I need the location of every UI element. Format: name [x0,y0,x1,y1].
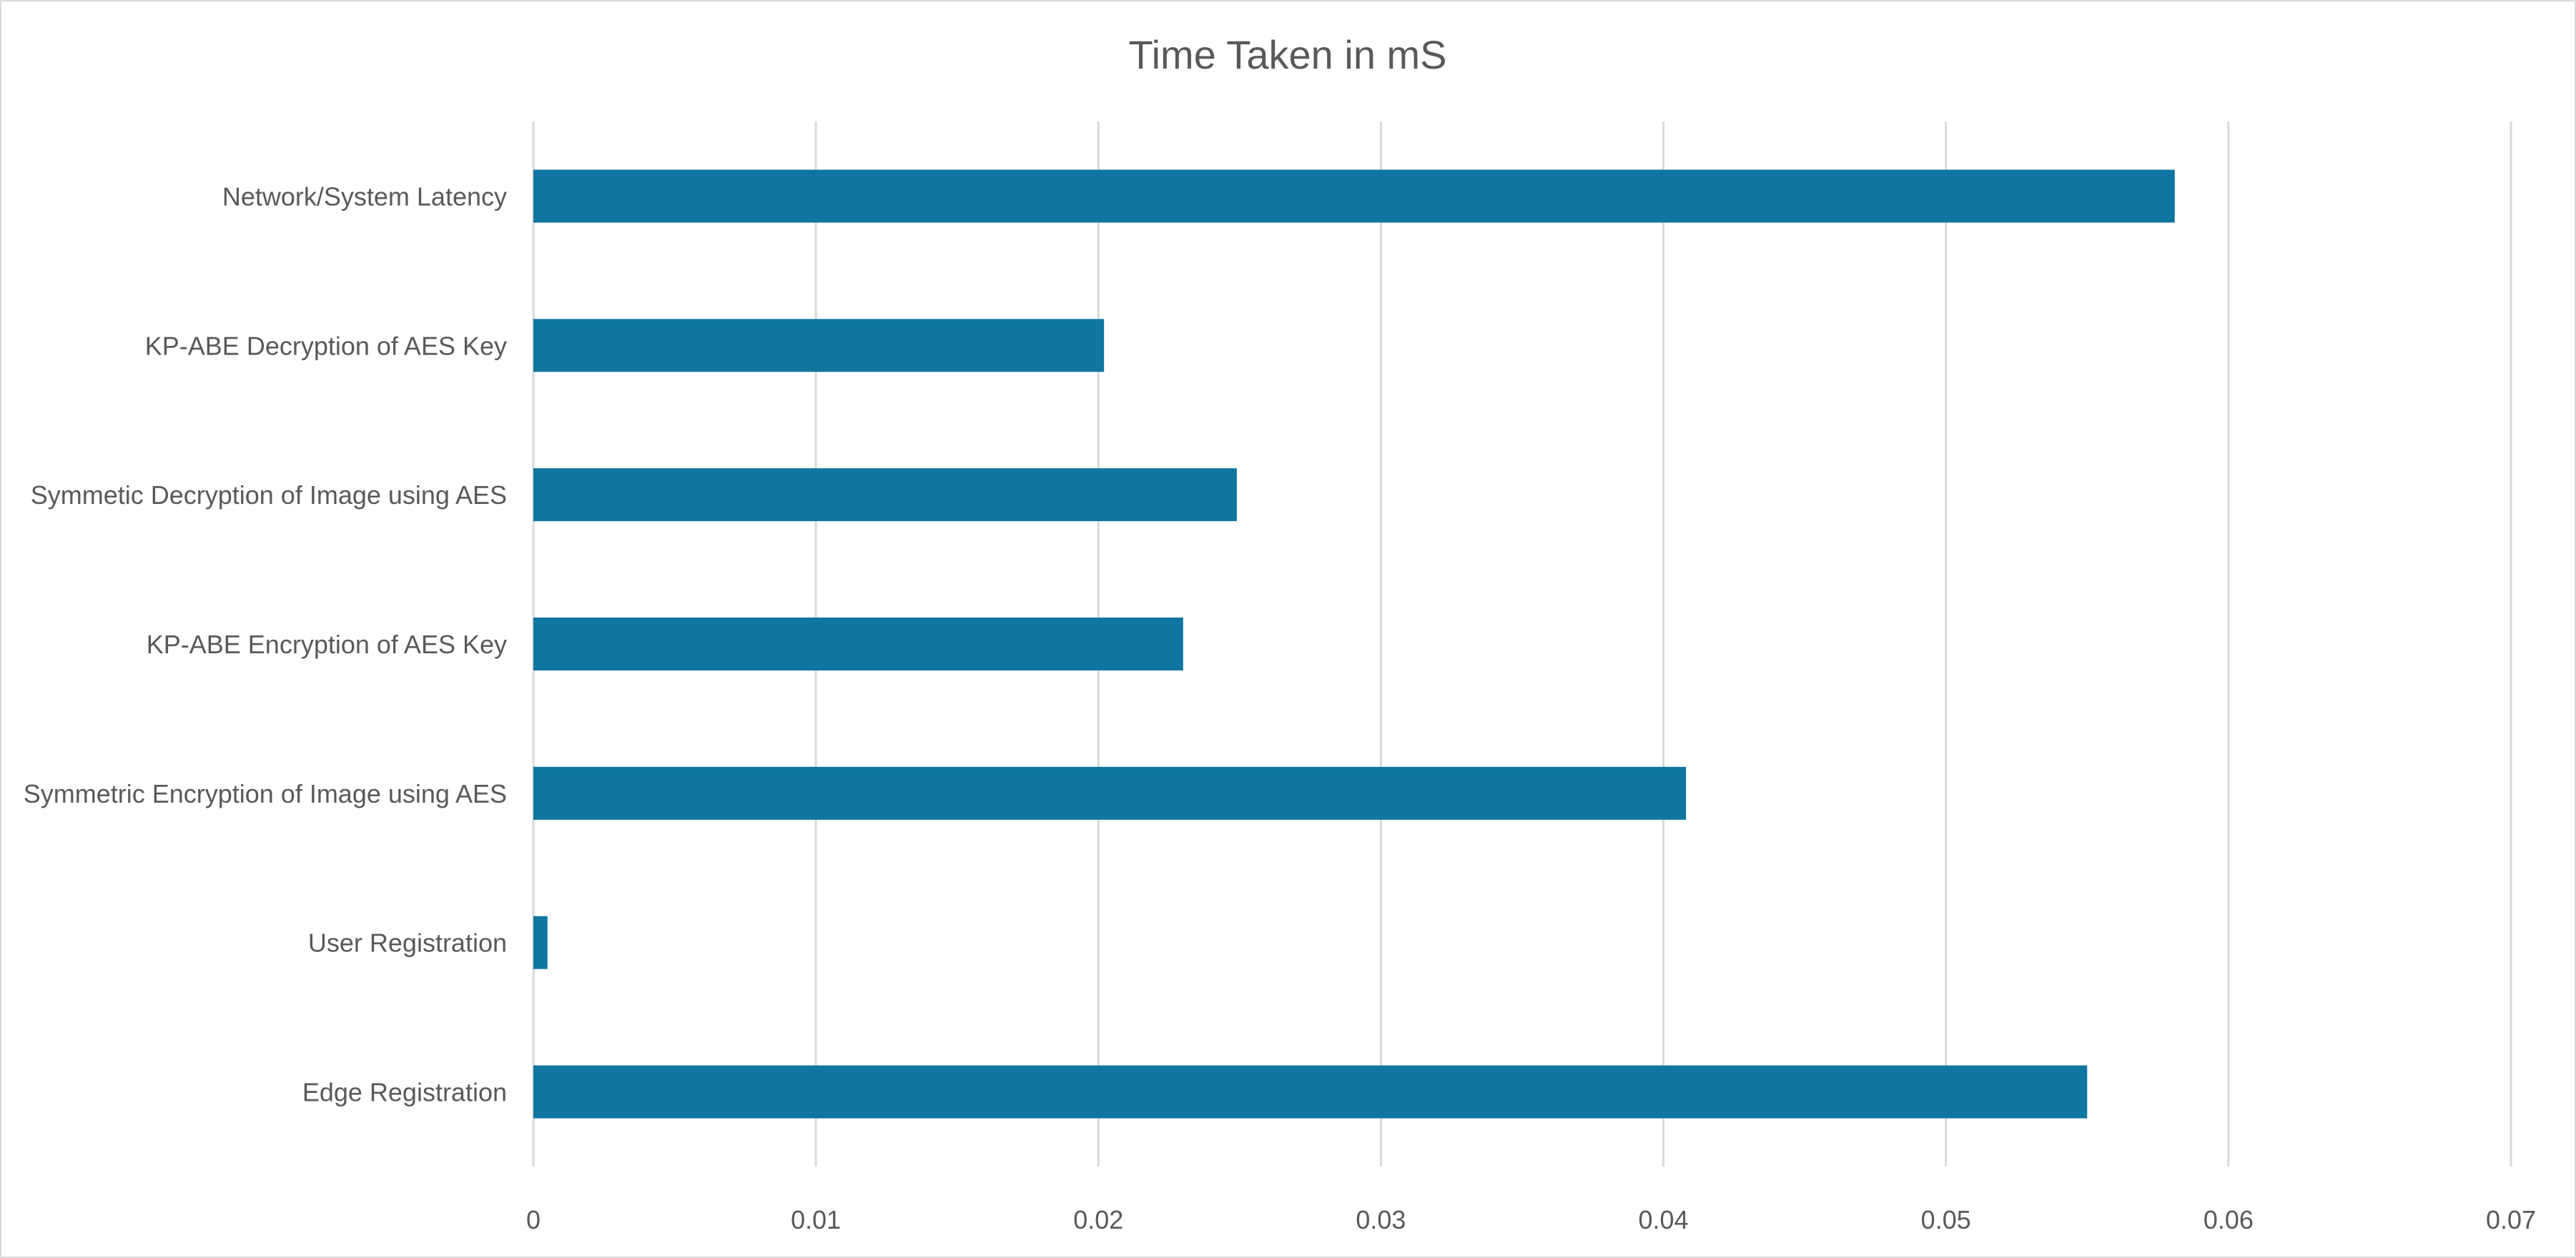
category-label: Symmetric Encryption of Image using AES [24,779,507,808]
bar [533,916,548,969]
bar [533,766,1687,820]
x-tick-label: 0.02 [1073,1205,1123,1234]
bar [533,468,1237,522]
category-label: Network/System Latency [222,182,507,211]
x-tick-label: 0.06 [2204,1205,2254,1234]
category-label: KP-ABE Encryption of AES Key [147,630,507,659]
x-tick-label: 0.01 [791,1205,841,1234]
category-label: KP-ABE Decryption of AES Key [145,331,507,360]
category-label: User Registration [308,928,507,958]
bar [533,319,1105,372]
category-label: Edge Registration [302,1078,507,1107]
x-axis-tick-labels: 0 0.01 0.02 0.03 0.04 0.05 0.06 0.07 [526,1205,2536,1234]
bar [533,169,2175,223]
gridlines [532,122,2512,1167]
chart-title: Time Taken in mS [1128,32,1446,77]
x-tick-label: 0.07 [2486,1205,2536,1234]
category-label: Symmetic Decryption of Image using AES [31,480,507,510]
bars [533,169,2175,1119]
x-tick-label: 0.03 [1356,1205,1406,1234]
category-labels: Edge Registration User Registration Symmet… [24,182,507,1106]
bar [533,1065,2088,1119]
x-tick-label: 0.05 [1921,1205,1971,1234]
x-tick-label: 0.04 [1639,1205,1689,1234]
bar [533,618,1183,670]
x-tick-label: 0 [526,1205,541,1234]
